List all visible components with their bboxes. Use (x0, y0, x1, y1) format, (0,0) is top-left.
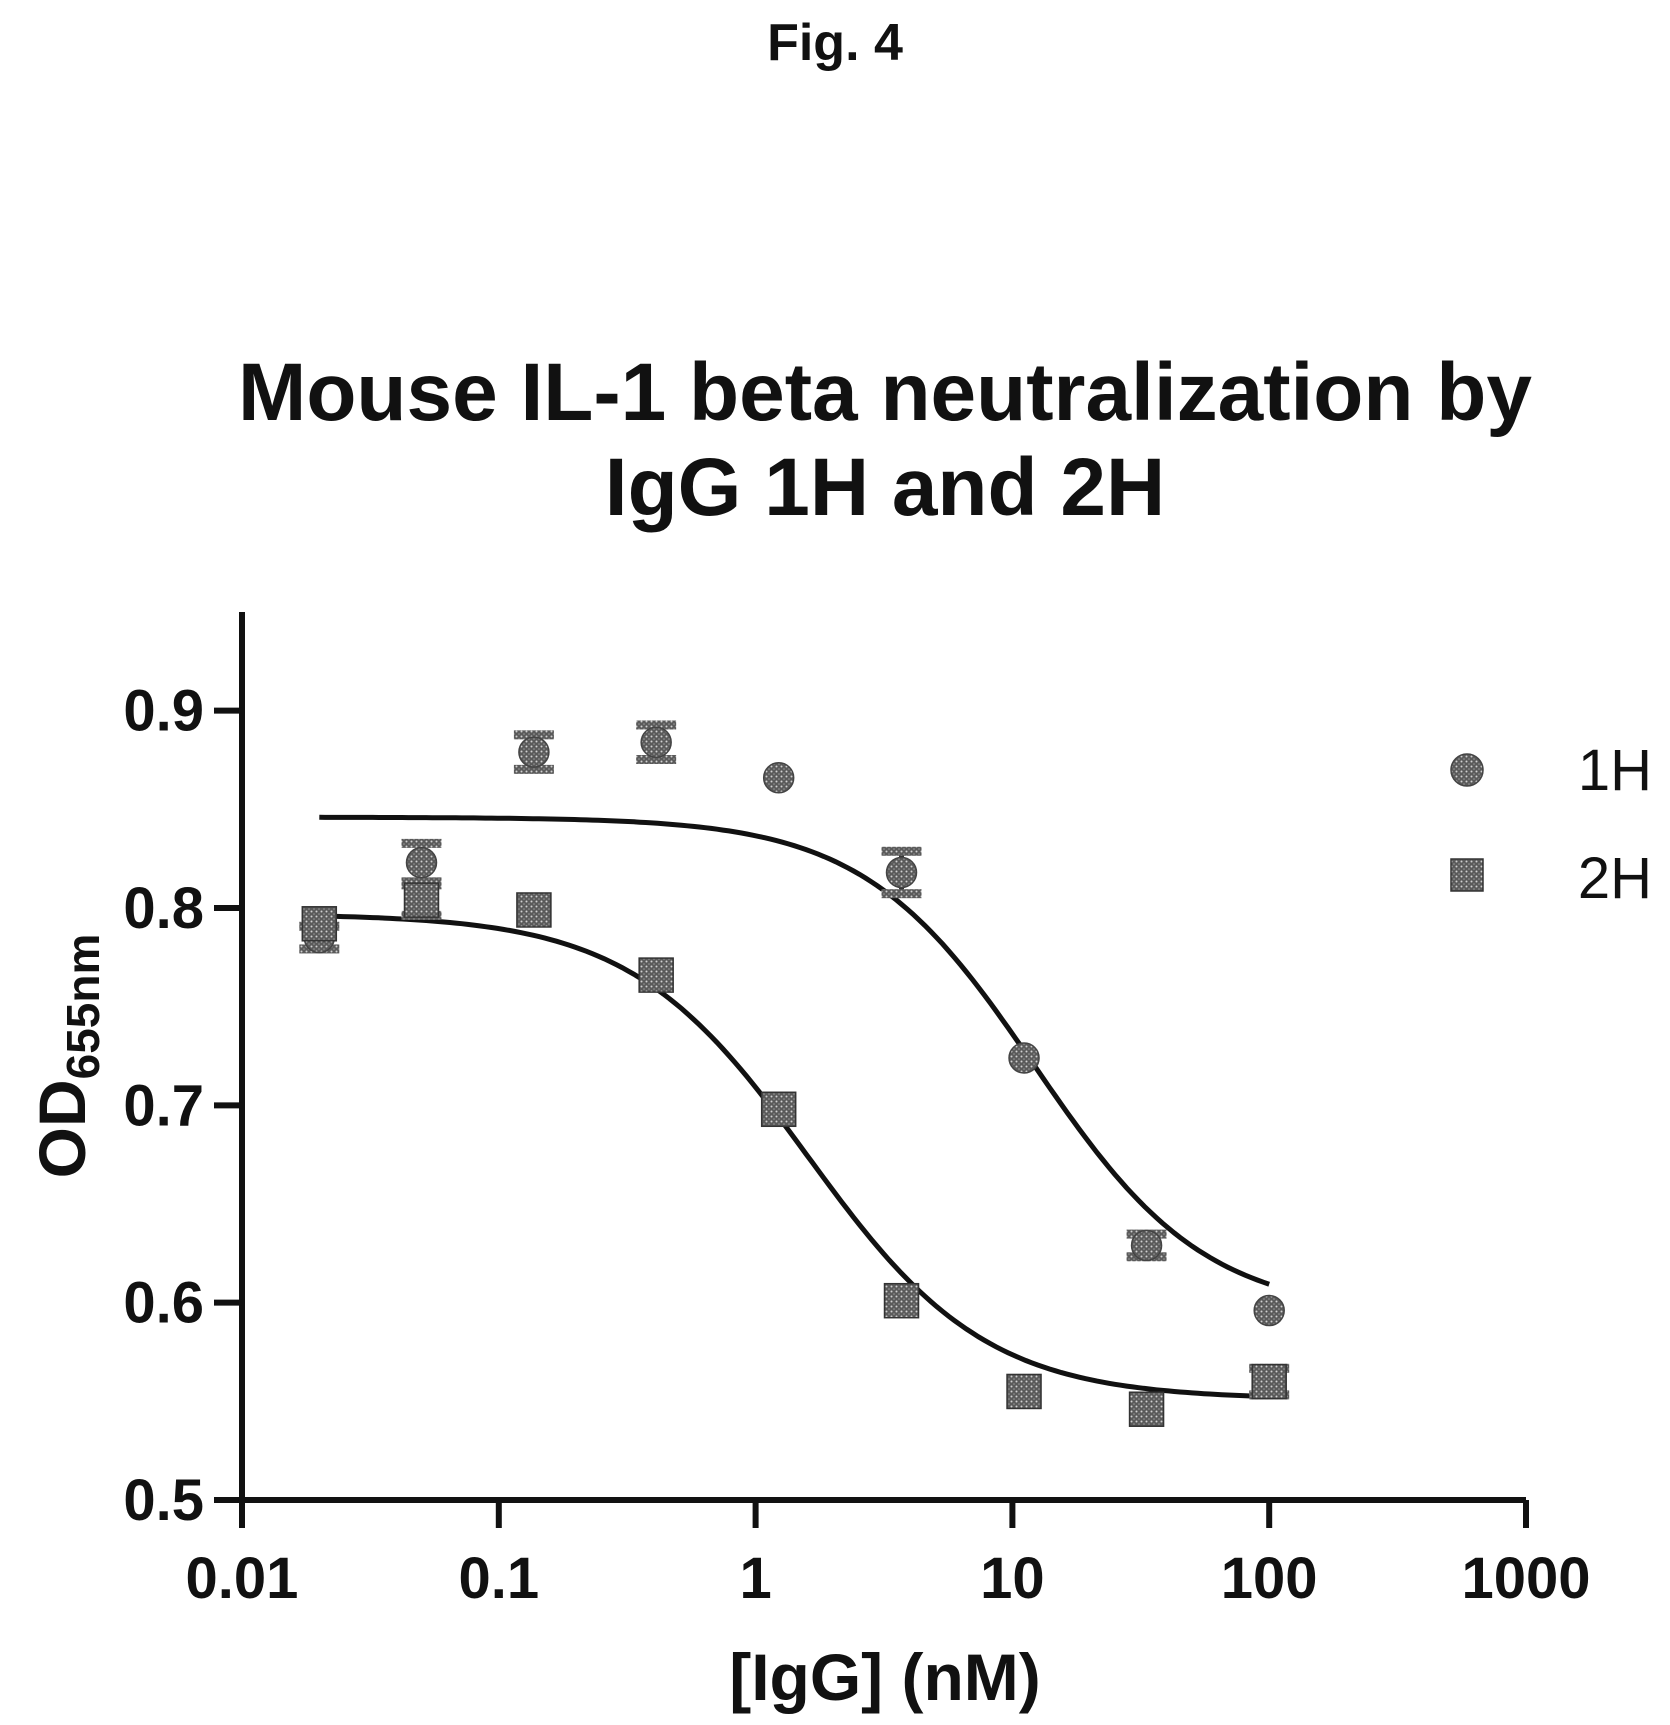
data-point-2h (1128, 1391, 1165, 1427)
y-tick-label: 0.6 (123, 1271, 204, 1336)
error-cap-1h (881, 846, 922, 856)
data-point-2h (1006, 1373, 1042, 1410)
x-tick-label: 1000 (1461, 1546, 1590, 1611)
y-ticks: 0.5 0.6 0.7 0.8 0.9 (123, 679, 242, 1533)
y-axis-label: OD655nm (25, 934, 109, 1179)
data-point-2h (760, 1091, 797, 1128)
figure-label: Fig. 4 (767, 14, 903, 72)
data-point-1h (640, 726, 672, 758)
x-tick-label: 0.01 (186, 1546, 299, 1611)
data-point-1h (518, 736, 550, 768)
data-point-2h (883, 1282, 920, 1319)
error-cap-1h (401, 838, 442, 848)
legend-label-1h: 1H (1578, 738, 1652, 803)
y-tick-label: 0.8 (123, 876, 204, 941)
data-point-1h (885, 856, 918, 889)
fit-curve-2h (319, 913, 1270, 1400)
plot-axes: 0.5 0.6 0.7 0.8 0.9 0.01 0.1 1 10 100 1000 (123, 612, 1591, 1611)
data-point-2h (516, 892, 552, 928)
y-tick-label: 0.9 (123, 679, 204, 744)
data-point-1h (1130, 1229, 1163, 1262)
data-point-1h (1253, 1294, 1285, 1327)
x-tick-label: 10 (980, 1546, 1045, 1611)
legend: 1H 2H (1450, 738, 1652, 911)
error-cap-1h (881, 889, 922, 899)
legend-label-2h: 2H (1578, 846, 1652, 911)
data-point-1h (762, 762, 795, 794)
chart-title-line-1: Mouse IL-1 beta neutralization by (238, 347, 1532, 438)
error-cap-1h (513, 730, 554, 740)
error-cap-1h (636, 720, 677, 730)
data-point-2h (1251, 1363, 1287, 1400)
data-point-2h (301, 906, 338, 942)
fit-curves (319, 814, 1271, 1400)
error-cap-1h (636, 755, 677, 764)
data-point-2h (638, 957, 674, 993)
data-point-2h (403, 882, 440, 918)
x-tick-label: 0.1 (458, 1546, 539, 1611)
x-axis-label: [IgG] (nM) (729, 1640, 1041, 1714)
x-ticks: 0.01 0.1 1 10 100 1000 (186, 1500, 1591, 1611)
chart-title-line-2: IgG 1H and 2H (605, 442, 1165, 533)
x-tick-label: 100 (1221, 1546, 1318, 1611)
legend-marker-1h (1450, 753, 1484, 787)
y-axis-label-subscript: 655nm (57, 934, 109, 1080)
y-tick-label: 0.5 (123, 1468, 204, 1533)
y-tick-label: 0.7 (123, 1073, 204, 1138)
legend-marker-2h (1450, 858, 1484, 892)
data-point-1h (405, 846, 438, 879)
x-tick-label: 1 (739, 1546, 771, 1611)
fit-curve-1h (319, 814, 1271, 1287)
data-point-1h (1008, 1042, 1040, 1074)
data-points (299, 720, 1290, 1427)
y-axis-label-main: OD (25, 1079, 99, 1178)
error-cap-1h (513, 764, 554, 774)
